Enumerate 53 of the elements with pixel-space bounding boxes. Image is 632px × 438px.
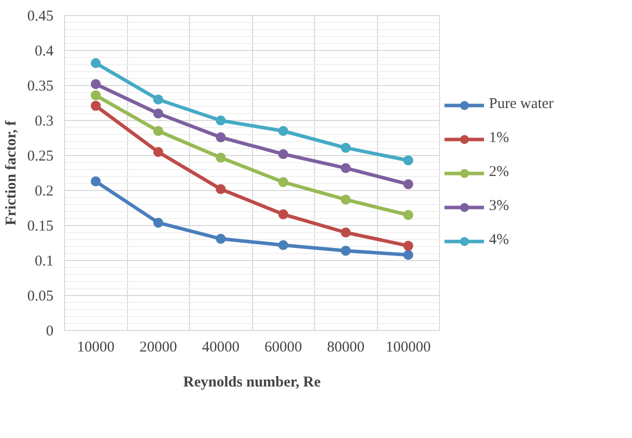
x-tick-label: 100000 bbox=[386, 340, 431, 356]
point bbox=[216, 152, 226, 163]
y-tick-label: 0.1 bbox=[34, 254, 54, 270]
point bbox=[403, 240, 414, 251]
x-axis-title: Reynolds number, Re bbox=[183, 374, 322, 390]
y-axis-title: Friction factor, f bbox=[3, 120, 20, 226]
y-tick-label: 0.3 bbox=[34, 114, 54, 130]
point bbox=[403, 179, 414, 190]
point bbox=[153, 108, 164, 118]
legend-label: 1% bbox=[489, 130, 509, 147]
point bbox=[340, 228, 351, 238]
point bbox=[90, 176, 101, 186]
point bbox=[340, 163, 351, 174]
y-tick-label: 0.45 bbox=[27, 8, 54, 24]
point bbox=[153, 218, 164, 228]
point bbox=[403, 210, 414, 220]
x-tick-label: 10000 bbox=[77, 340, 114, 356]
y-tick-label: 0.15 bbox=[27, 218, 54, 234]
point bbox=[153, 94, 164, 104]
point bbox=[403, 155, 414, 166]
point bbox=[278, 149, 288, 160]
point bbox=[403, 250, 414, 260]
point bbox=[216, 184, 226, 194]
x-tick-label: 60000 bbox=[264, 340, 302, 356]
point bbox=[90, 90, 101, 100]
point bbox=[153, 147, 164, 157]
point bbox=[340, 246, 351, 256]
point bbox=[216, 234, 226, 244]
y-tick-label: 0.25 bbox=[27, 148, 54, 164]
point bbox=[90, 79, 101, 90]
point bbox=[340, 142, 351, 153]
point bbox=[90, 100, 101, 111]
point bbox=[278, 240, 288, 250]
legend-label: 4% bbox=[489, 232, 509, 249]
legend-label: 2% bbox=[489, 164, 509, 181]
point bbox=[216, 132, 226, 142]
point bbox=[340, 194, 351, 205]
legend-label: 3% bbox=[489, 198, 509, 215]
point bbox=[278, 177, 288, 188]
point bbox=[153, 126, 164, 136]
y-tick-label: 0.35 bbox=[27, 78, 54, 94]
y-tick-label: 0.2 bbox=[34, 184, 54, 200]
point bbox=[278, 209, 288, 220]
point bbox=[216, 116, 226, 126]
legend-label: Pure water bbox=[489, 96, 554, 113]
y-tick-label: 0.05 bbox=[27, 288, 54, 304]
x-tick-label: 40000 bbox=[202, 340, 240, 356]
point bbox=[278, 126, 288, 136]
x-tick-label: 80000 bbox=[327, 340, 364, 356]
x-tick-label: 20000 bbox=[140, 340, 177, 356]
y-tick-label: 0.4 bbox=[34, 44, 54, 60]
point bbox=[90, 58, 101, 68]
y-tick-label: 0 bbox=[46, 324, 54, 340]
